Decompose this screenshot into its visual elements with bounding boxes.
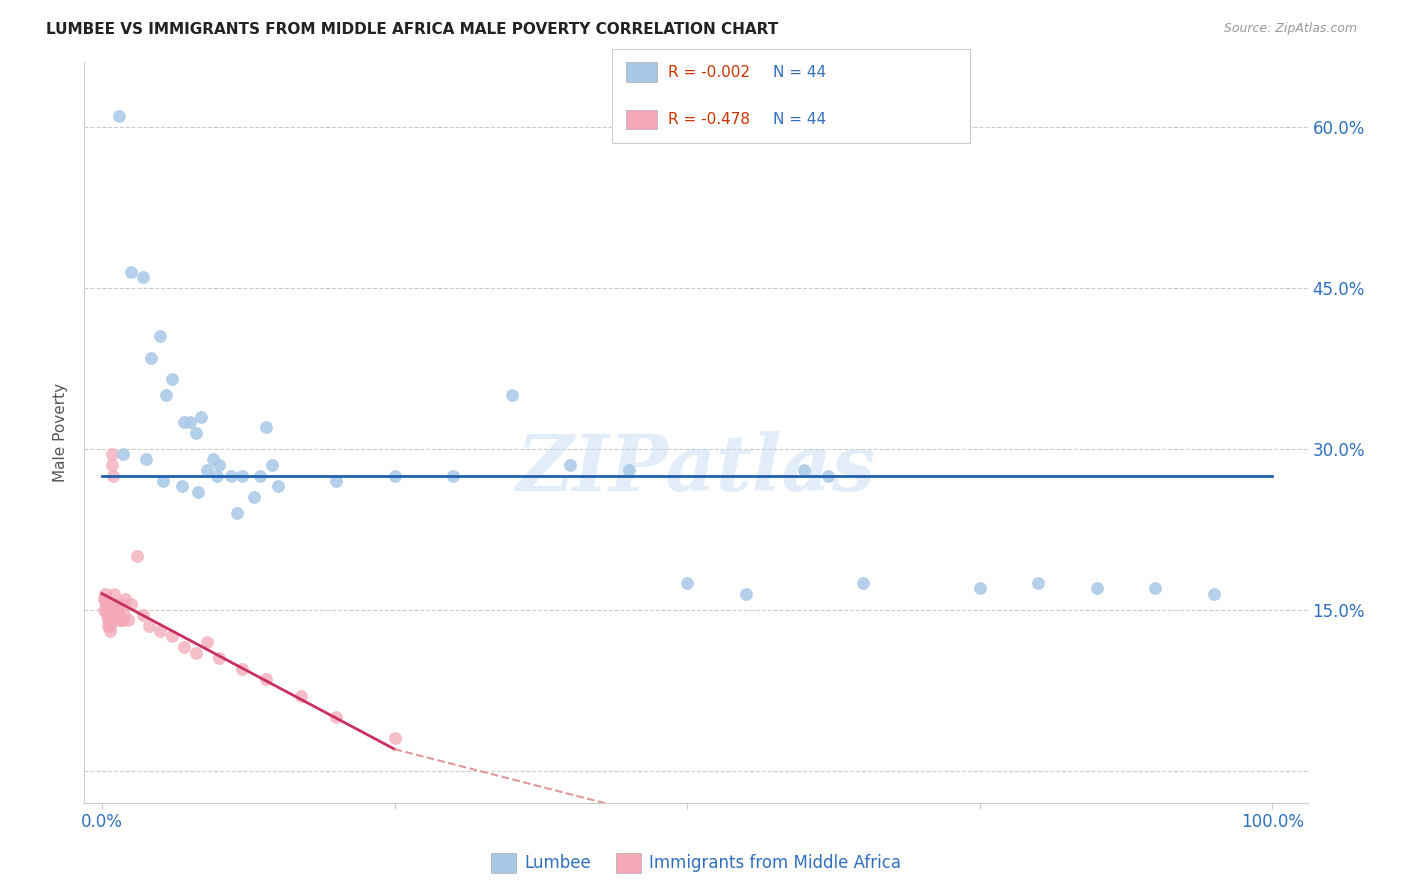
- Point: [155, 388, 177, 402]
- Point: [1028, 575, 1050, 590]
- Point: [108, 109, 131, 123]
- Text: R = -0.478: R = -0.478: [668, 112, 749, 127]
- Point: [101, 468, 124, 483]
- Text: Source: ZipAtlas.com: Source: ZipAtlas.com: [1223, 22, 1357, 36]
- Point: [254, 420, 277, 434]
- Point: [101, 458, 124, 472]
- Point: [160, 630, 183, 644]
- Point: [98, 619, 121, 633]
- Point: [852, 575, 875, 590]
- Point: [110, 614, 132, 628]
- Point: [120, 265, 142, 279]
- Text: ZIPatlas: ZIPatlas: [516, 432, 876, 508]
- Point: [208, 651, 231, 665]
- Point: [94, 586, 117, 600]
- Point: [1144, 581, 1167, 595]
- Point: [208, 458, 231, 472]
- Point: [793, 463, 815, 477]
- Point: [135, 452, 157, 467]
- Point: [94, 597, 117, 611]
- Point: [100, 597, 122, 611]
- Point: [173, 415, 195, 429]
- Point: [94, 591, 117, 606]
- Point: [1202, 586, 1225, 600]
- Point: [617, 463, 640, 477]
- Point: [501, 388, 523, 402]
- Point: [104, 607, 127, 622]
- Point: [160, 372, 183, 386]
- Point: [734, 586, 756, 600]
- Point: [184, 646, 207, 660]
- Point: [97, 614, 120, 628]
- Point: [111, 597, 134, 611]
- Text: LUMBEE VS IMMIGRANTS FROM MIDDLE AFRICA MALE POVERTY CORRELATION CHART: LUMBEE VS IMMIGRANTS FROM MIDDLE AFRICA …: [46, 22, 779, 37]
- Point: [152, 474, 174, 488]
- Point: [98, 624, 121, 639]
- Point: [97, 614, 120, 628]
- Point: [441, 468, 464, 483]
- Point: [325, 474, 347, 488]
- Point: [184, 425, 207, 440]
- Point: [120, 597, 142, 611]
- Point: [254, 673, 277, 687]
- Point: [100, 607, 122, 622]
- Point: [1085, 581, 1108, 595]
- Text: N = 44: N = 44: [773, 65, 827, 79]
- Point: [149, 329, 172, 343]
- Point: [969, 581, 991, 595]
- Point: [114, 591, 136, 606]
- Legend: Lumbee, Immigrants from Middle Africa: Lumbee, Immigrants from Middle Africa: [484, 846, 908, 880]
- Point: [260, 458, 283, 472]
- Point: [676, 575, 699, 590]
- Point: [149, 624, 172, 639]
- Point: [105, 614, 128, 628]
- Text: R = -0.002: R = -0.002: [668, 65, 749, 79]
- Point: [325, 710, 347, 724]
- Point: [190, 409, 212, 424]
- Y-axis label: Male Poverty: Male Poverty: [53, 383, 69, 483]
- Point: [205, 468, 228, 483]
- Point: [249, 468, 271, 483]
- Point: [97, 619, 120, 633]
- Point: [101, 447, 124, 461]
- Point: [117, 614, 139, 628]
- Point: [173, 640, 195, 655]
- Point: [93, 591, 115, 606]
- Point: [219, 468, 242, 483]
- Point: [290, 689, 312, 703]
- Point: [132, 607, 155, 622]
- Point: [266, 479, 288, 493]
- Point: [179, 415, 201, 429]
- Point: [231, 662, 253, 676]
- Point: [231, 468, 253, 483]
- Text: N = 44: N = 44: [773, 112, 827, 127]
- Point: [138, 619, 160, 633]
- Point: [384, 731, 406, 746]
- Point: [139, 351, 162, 365]
- Point: [112, 607, 135, 622]
- Point: [195, 463, 218, 477]
- Point: [243, 490, 266, 504]
- Point: [225, 506, 247, 520]
- Point: [125, 549, 148, 563]
- Point: [132, 270, 155, 285]
- Point: [96, 602, 118, 616]
- Point: [107, 602, 129, 616]
- Point: [104, 597, 127, 611]
- Point: [103, 586, 125, 600]
- Point: [187, 484, 209, 499]
- Point: [560, 458, 582, 472]
- Point: [93, 602, 115, 616]
- Point: [108, 607, 131, 622]
- Point: [384, 468, 406, 483]
- Point: [111, 614, 134, 628]
- Point: [202, 452, 225, 467]
- Point: [195, 635, 218, 649]
- Point: [170, 479, 193, 493]
- Point: [96, 607, 118, 622]
- Point: [817, 468, 839, 483]
- Point: [111, 447, 134, 461]
